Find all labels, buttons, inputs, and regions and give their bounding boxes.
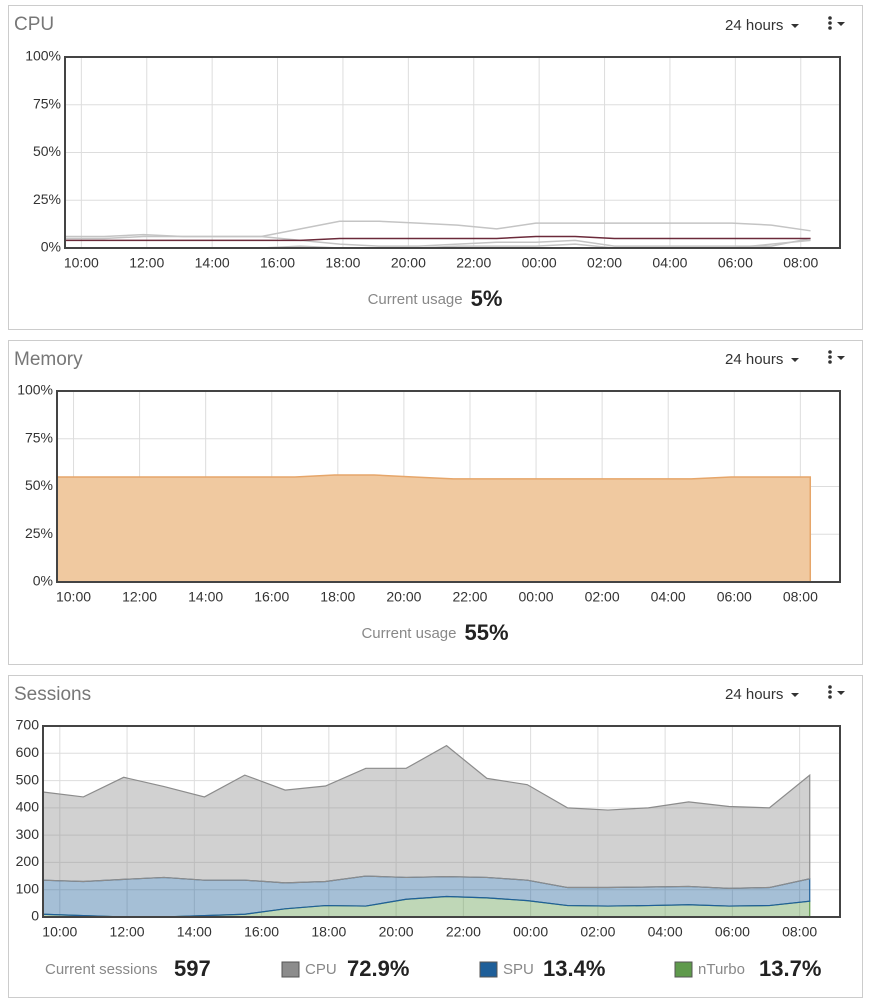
panel-title: Sessions: [14, 684, 91, 705]
x-tick-label: 18:00: [311, 924, 346, 940]
footer-label: Current sessions: [45, 961, 158, 978]
memory-area: [56, 474, 812, 583]
legend-swatch: [479, 961, 498, 978]
x-tick-label: 10:00: [42, 924, 77, 940]
menu-button[interactable]: [828, 16, 845, 30]
x-tick-label: 04:00: [651, 589, 686, 605]
x-tick-label: 20:00: [379, 924, 414, 940]
y-tick-label: 50%: [33, 143, 61, 159]
x-tick-label: 00:00: [522, 255, 557, 271]
panel-title: Memory: [14, 349, 83, 370]
x-tick-label: 16:00: [254, 589, 289, 605]
x-tick-label: 10:00: [56, 589, 91, 605]
x-tick-label: 02:00: [587, 255, 622, 271]
y-tick-label: 0: [31, 908, 39, 924]
x-tick-label: 12:00: [122, 589, 157, 605]
x-tick-label: 00:00: [513, 924, 548, 940]
caret: [791, 693, 799, 697]
x-tick-label: 16:00: [244, 924, 279, 940]
range-select[interactable]: 24 hours: [725, 351, 783, 368]
x-tick-label: 20:00: [386, 589, 421, 605]
chart: 0 100 200 300 400 500 600 700 10:00 12:00 14:00 16:…: [16, 717, 841, 940]
x-tick-label: 12:00: [129, 255, 164, 271]
footer-label: Current usage: [368, 291, 463, 308]
x-tick-label: 10:00: [64, 255, 99, 271]
footer: Current usage 5%: [368, 286, 503, 311]
x-tick-label: 06:00: [717, 589, 752, 605]
x-tick-label: 00:00: [519, 589, 554, 605]
footer-value: 55%: [465, 620, 509, 645]
legend-value: 13.7%: [759, 956, 821, 981]
range-select[interactable]: 24 hours: [725, 17, 783, 34]
x-tick-label: 06:00: [715, 924, 750, 940]
y-tick-label: 500: [16, 771, 40, 787]
y-tick-label: 0%: [41, 239, 61, 255]
caret: [791, 358, 799, 362]
legend-value: 13.4%: [543, 956, 605, 981]
y-tick-label: 700: [16, 717, 40, 733]
plot-background: [43, 726, 840, 917]
y-tick-label: 200: [16, 853, 40, 869]
y-tick-label: 400: [16, 799, 40, 815]
x-tick-label: 06:00: [718, 255, 753, 271]
footer-value: 597: [174, 956, 211, 981]
x-tick-label: 08:00: [783, 589, 818, 605]
caret: [791, 24, 799, 28]
plot-frame: [42, 725, 841, 918]
x-tick-label: 18:00: [320, 589, 355, 605]
y-tick-label: 50%: [25, 477, 53, 493]
menu-button[interactable]: [828, 350, 845, 364]
chart: 0% 25% 50% 75% 100% 10:00 12:00 14:00 16:00 18:00…: [17, 382, 841, 605]
x-tick-label: 18:00: [325, 255, 360, 271]
x-tick-label: 04:00: [648, 924, 683, 940]
x-tick-label: 16:00: [260, 255, 295, 271]
range-select[interactable]: 24 hours: [725, 686, 783, 703]
cpu-line: [65, 235, 811, 247]
x-tick-label: 02:00: [585, 589, 620, 605]
x-tick-label: 20:00: [391, 255, 426, 271]
x-tick-label: 08:00: [783, 255, 818, 271]
x-tick-label: 22:00: [452, 589, 487, 605]
x-tick-label: 04:00: [652, 255, 687, 271]
legend-label: SPU: [503, 961, 534, 978]
chart: 0% 25% 50% 75% 100% 10:00 12:00 14:00 16:00 18:00…: [25, 48, 841, 271]
y-tick-label: 75%: [25, 429, 53, 445]
y-tick-label: 100%: [25, 48, 61, 64]
plot-frame: [56, 390, 841, 583]
menu-button[interactable]: [828, 685, 845, 699]
y-tick-label: 25%: [25, 525, 53, 541]
footer-label: Current usage: [361, 625, 456, 642]
cpu-line: [65, 235, 811, 242]
x-tick-label: 14:00: [177, 924, 212, 940]
x-tick-label: 22:00: [456, 255, 491, 271]
y-tick-label: 600: [16, 744, 40, 760]
y-tick-label: 0%: [33, 573, 53, 589]
x-tick-label: 22:00: [446, 924, 481, 940]
footer-value: 5%: [471, 286, 503, 311]
y-tick-label: 100%: [17, 382, 53, 398]
panel-title: CPU: [14, 14, 54, 35]
y-tick-label: 75%: [33, 95, 61, 111]
legend-swatch: [281, 961, 300, 978]
session-area: [42, 744, 811, 889]
x-tick-label: 14:00: [195, 255, 230, 271]
x-tick-label: 08:00: [782, 924, 817, 940]
y-tick-label: 25%: [33, 191, 61, 207]
x-tick-label: 14:00: [188, 589, 223, 605]
legend-label: nTurbo: [698, 961, 745, 978]
legend-value: 72.9%: [347, 956, 409, 981]
footer: Current usage 55%: [361, 620, 508, 645]
legend-swatch: [674, 961, 693, 978]
plot-frame: [64, 56, 841, 249]
x-tick-label: 02:00: [580, 924, 615, 940]
y-tick-label: 100: [16, 880, 40, 896]
x-tick-label: 12:00: [110, 924, 145, 940]
y-tick-label: 300: [16, 826, 40, 842]
legend-label: CPU: [305, 961, 337, 978]
